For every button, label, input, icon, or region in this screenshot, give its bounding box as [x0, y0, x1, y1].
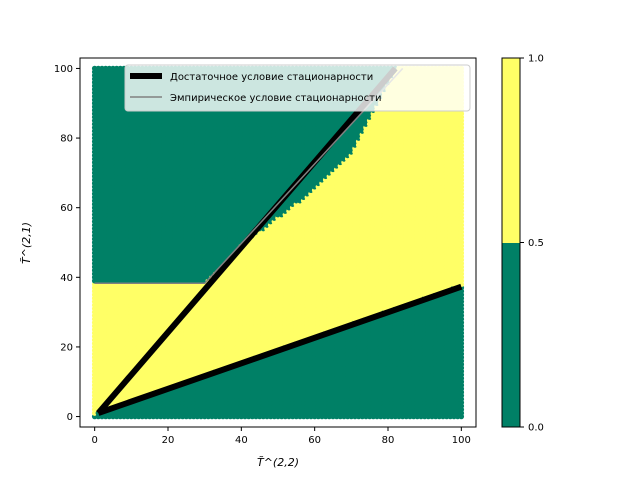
scatter-points-layer: [91, 65, 465, 420]
plot-area: [91, 65, 465, 420]
